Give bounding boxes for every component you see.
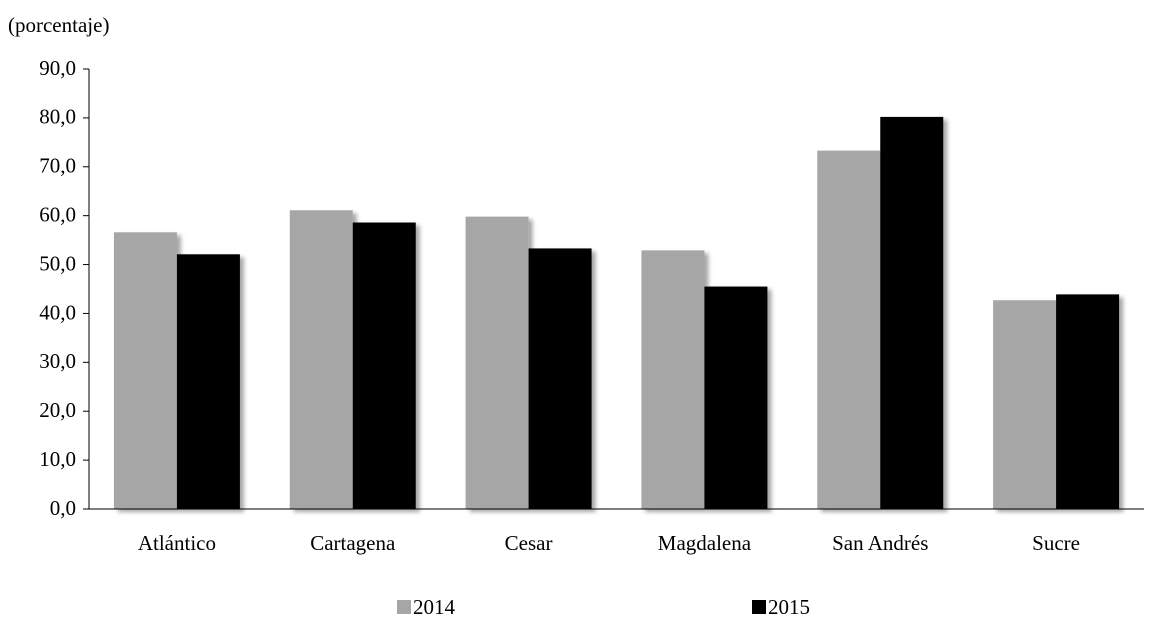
y-tick-label: 60,0 <box>39 202 76 226</box>
bar-2014-5 <box>993 300 1057 509</box>
x-tick-label: San Andrés <box>832 531 928 555</box>
y-tick-label: 80,0 <box>39 105 76 129</box>
y-tick-label: 10,0 <box>39 447 76 471</box>
bar-2015-5 <box>1056 294 1120 509</box>
legend-swatch-2014 <box>397 600 411 614</box>
bar-2014-0 <box>113 232 177 510</box>
legend: 2014 2015 <box>397 595 810 618</box>
legend-label: 2014 <box>413 595 456 618</box>
bar-2014-3 <box>641 250 705 509</box>
y-tick-label: 20,0 <box>39 398 76 422</box>
x-tick-label: Cesar <box>505 531 553 555</box>
bar-2014-4 <box>817 150 881 509</box>
y-tick-label: 0,0 <box>50 496 76 520</box>
bar-2014-1 <box>289 210 353 510</box>
bar-2015-3 <box>704 286 768 509</box>
legend-swatch-2015 <box>752 600 766 614</box>
x-axis: Atlántico Cartagena Cesar Magdalena San Andr… <box>138 531 1080 555</box>
x-tick-label: Cartagena <box>310 531 396 555</box>
bar-2015-4 <box>880 116 944 510</box>
y-tick-label: 50,0 <box>39 251 76 275</box>
bar-2014-2 <box>465 216 529 509</box>
bars-group <box>113 116 1120 510</box>
axis-lines <box>88 69 1144 510</box>
y-tick-label: 30,0 <box>39 349 76 373</box>
y-tick-label: 40,0 <box>39 300 76 324</box>
bar-2015-2 <box>528 248 592 509</box>
x-tick-label: Atlántico <box>138 531 216 555</box>
bar-2015-0 <box>176 254 240 509</box>
y-tick-label: 70,0 <box>39 154 76 178</box>
y-axis-unit-label: (porcentaje) <box>8 13 109 37</box>
x-tick-label: Magdalena <box>658 531 752 555</box>
y-axis: 0,0 10,0 20,0 30,0 40,0 50,0 60,0 70,0 80,0 90,0 <box>39 56 89 520</box>
x-tick-label: Sucre <box>1032 531 1080 555</box>
bar-2015-1 <box>352 222 416 509</box>
legend-label: 2015 <box>768 595 810 618</box>
y-tick-label: 90,0 <box>39 56 76 80</box>
